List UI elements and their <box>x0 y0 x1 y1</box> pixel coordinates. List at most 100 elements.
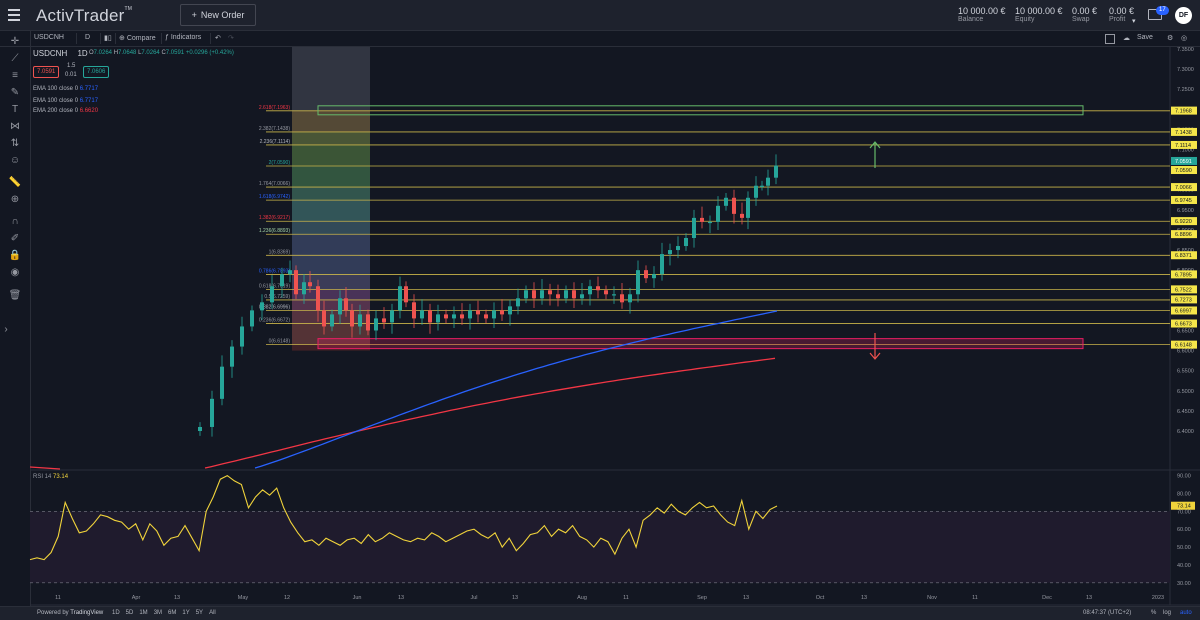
lock-icon[interactable]: 🔒 <box>8 249 22 261</box>
fib-price-tag <box>1171 319 1197 328</box>
fib-zone-bottom <box>292 344 370 351</box>
down-arrow-head <box>869 352 881 360</box>
icons-tool-icon[interactable]: ☺ <box>9 154 21 166</box>
candle-body <box>754 185 758 198</box>
equity-value: 10 000.00 € <box>1015 6 1063 16</box>
indicators-label: Indicators <box>170 34 202 41</box>
candle-body <box>436 314 440 323</box>
log-toggle[interactable]: log <box>1163 610 1172 616</box>
redo-icon[interactable]: ↷ <box>228 35 234 42</box>
profit-dropdown-icon[interactable]: ▾ <box>1132 18 1136 25</box>
cloud-icon[interactable]: ☁ <box>1123 35 1130 42</box>
buy-price-button[interactable]: 7.0606 <box>83 66 110 78</box>
pattern-icon[interactable]: ⋈ <box>10 120 20 132</box>
divider <box>115 33 116 44</box>
fib-level-label: 0.382(6.6996) <box>259 305 290 311</box>
ruler-icon[interactable]: 📏 <box>8 176 22 188</box>
trash-icon[interactable]: 🗑 <box>8 289 22 301</box>
profit-stat[interactable]: 0.00 € Profit <box>1109 6 1134 23</box>
legend-interval: 1D <box>77 49 88 58</box>
range-all[interactable]: All <box>209 610 216 616</box>
indicator-value: 6.7717 <box>79 98 99 104</box>
settings-icon[interactable]: ⚙ <box>1167 35 1174 42</box>
fib-level-label: 1.236(6.8893) <box>259 228 290 234</box>
candle-body <box>540 290 544 299</box>
candle-body <box>644 270 648 279</box>
profit-value: 0.00 € <box>1109 6 1135 16</box>
time-axis-tick: May <box>238 595 249 601</box>
notification-badge: 17 <box>1156 6 1169 15</box>
sell-price-button[interactable]: 7.0591 <box>33 66 60 78</box>
fib-zone-band <box>292 323 370 345</box>
high-key: H <box>113 50 119 56</box>
candle-body <box>684 237 688 247</box>
indicator-legend-1[interactable]: EMA 100 close 0 6.7717 <box>33 86 98 92</box>
candle-body <box>316 286 320 311</box>
brush-icon[interactable]: ✎ <box>10 86 20 98</box>
range-6m[interactable]: 6M <box>168 610 177 616</box>
indicators-button[interactable]: ƒ Indicators <box>165 34 201 41</box>
expand-arrow-icon[interactable]: › <box>4 323 8 335</box>
rsi-legend[interactable]: RSI 14 73.14 <box>33 474 68 480</box>
fullscreen-icon[interactable] <box>1105 34 1115 44</box>
fib-zone-band <box>292 221 370 235</box>
candle-body <box>708 221 712 224</box>
range-5d[interactable]: 5D <box>125 610 134 616</box>
price-axis-tick: 7.2500 <box>1177 87 1194 93</box>
candle-body <box>740 213 744 218</box>
new-order-button[interactable]: + New Order <box>180 4 256 26</box>
symbol-search[interactable]: USDCNH <box>34 34 64 41</box>
magnet-icon[interactable]: ∩ <box>11 215 19 227</box>
screenshot-icon[interactable]: ◎ <box>1181 35 1188 42</box>
fib-price-label: 7.1114 <box>1175 143 1191 149</box>
user-avatar[interactable]: DF <box>1175 7 1192 24</box>
indicators-icon: ƒ <box>165 34 171 41</box>
prediction-icon[interactable]: ⇅ <box>10 137 20 149</box>
auto-toggle[interactable]: auto <box>1180 610 1192 616</box>
fib-zone-band <box>292 299 370 311</box>
candle-body <box>628 294 632 303</box>
range-3m[interactable]: 3M <box>153 610 163 616</box>
rsi-current-tag <box>1171 501 1195 510</box>
trendline-icon[interactable]: ⟋ <box>11 52 19 64</box>
fib-price-label: 7.0590 <box>1175 168 1192 174</box>
indicator-legend-2[interactable]: EMA 100 close 0 6.7717 <box>33 98 98 104</box>
undo-icon[interactable]: ↶ <box>215 35 221 42</box>
indicator-legend-3[interactable]: EMA 200 close 0 6.6620 <box>33 108 98 114</box>
time-axis-tick: 13 <box>1086 595 1092 601</box>
fib-level-label: 2.236(7.1114) <box>260 139 291 145</box>
fib-zone-band <box>292 289 370 300</box>
candle-body <box>766 177 770 186</box>
compare-button[interactable]: ⊕ Compare <box>119 34 156 42</box>
menu-icon[interactable] <box>8 9 20 21</box>
price-axis-tick: 7.1000 <box>1177 148 1194 154</box>
fib-level-label: 0.236(6.6672) <box>259 318 290 324</box>
time-axis-tick: Oct <box>816 595 825 601</box>
fib-tool-icon[interactable]: ≡ <box>12 69 18 81</box>
price-axis-tick: 6.9500 <box>1177 208 1194 214</box>
chart-type-icon[interactable]: ▮▯ <box>104 35 112 42</box>
candle-body <box>420 310 424 319</box>
crosshair-icon[interactable]: ✛ <box>10 35 20 47</box>
clock: 08:47:37 (UTC+2) <box>1083 610 1132 616</box>
interval-selector[interactable]: D <box>85 34 91 41</box>
save-button[interactable]: Save <box>1137 34 1153 41</box>
range-5y[interactable]: 5Y <box>195 610 204 616</box>
range-1y[interactable]: 1Y <box>182 610 190 616</box>
range-1d[interactable]: 1D <box>112 610 120 616</box>
candle-body <box>350 310 354 327</box>
equity-stat: 10 000.00 € Equity <box>1015 6 1063 23</box>
eye-icon[interactable]: ◉ <box>10 266 20 278</box>
text-tool-icon[interactable]: T <box>11 103 19 115</box>
candle-body <box>404 286 408 303</box>
candle-body <box>330 314 334 327</box>
rsi-axis-tick: 80.00 <box>1177 491 1191 497</box>
time-axis-tick: 13 <box>174 595 180 601</box>
candle-body <box>636 270 640 295</box>
candle-body <box>476 310 480 315</box>
percent-toggle[interactable]: % <box>1151 610 1157 616</box>
zoom-icon[interactable]: ⊕ <box>10 193 20 205</box>
stay-drawing-icon[interactable]: ✐ <box>10 232 20 244</box>
range-1m[interactable]: 1M <box>139 610 148 616</box>
